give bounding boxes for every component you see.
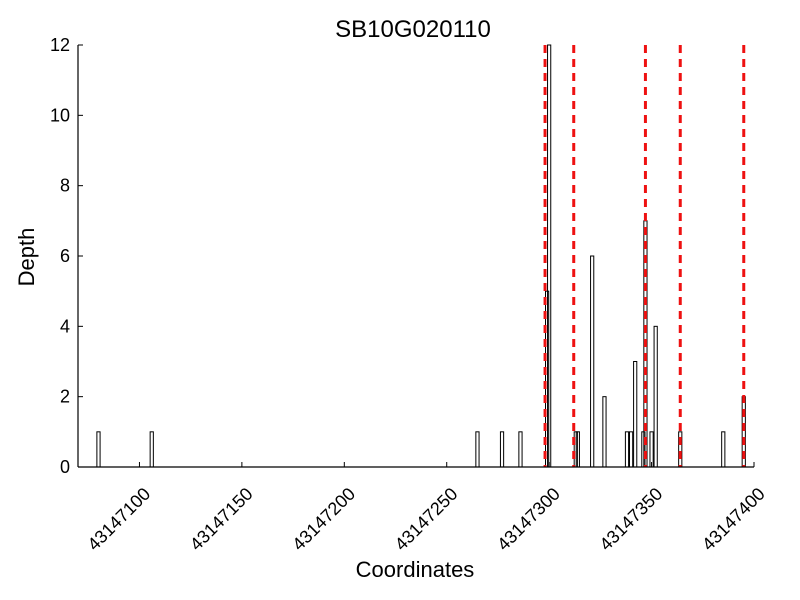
- depth-bar: [96, 431, 101, 468]
- depth-bar: [628, 431, 634, 468]
- y-tick-label: 2: [60, 387, 70, 407]
- x-axis-ticks: 43147100 43147150 43147200 43147250 43147300…: [84, 462, 769, 554]
- y-tick-label: 0: [60, 457, 70, 477]
- depth-bar: [475, 431, 480, 468]
- x-tick-label: 43147250: [391, 484, 462, 555]
- depth-bar: [721, 431, 726, 468]
- y-tick-label: 4: [60, 316, 70, 336]
- plot-area: [96, 44, 746, 468]
- depth-bar: [633, 361, 638, 468]
- depth-bar: [653, 325, 658, 468]
- y-tick-label: 10: [50, 105, 70, 125]
- y-tick-label: 8: [60, 176, 70, 196]
- x-tick-label: 43147400: [698, 484, 769, 555]
- depth-bar: [149, 431, 154, 468]
- y-tick-label: 12: [50, 35, 70, 55]
- x-tick-label: 43147350: [596, 484, 667, 555]
- depth-bar: [602, 396, 607, 468]
- y-axis-label: Depth: [14, 228, 39, 287]
- depth-bar: [590, 255, 595, 468]
- depth-bar: [649, 431, 654, 468]
- x-tick-label: 43147200: [288, 484, 359, 555]
- chart-title: SB10G020110: [335, 16, 491, 43]
- depth-bar: [518, 431, 523, 468]
- depth-bar: [624, 431, 630, 468]
- x-axis-label: Coordinates: [356, 557, 475, 582]
- y-tick-label: 6: [60, 246, 70, 266]
- depth-bar: [499, 431, 505, 468]
- x-tick-label: 43147100: [84, 484, 155, 555]
- x-tick-label: 43147300: [493, 484, 564, 555]
- x-tick-label: 43147150: [186, 484, 257, 555]
